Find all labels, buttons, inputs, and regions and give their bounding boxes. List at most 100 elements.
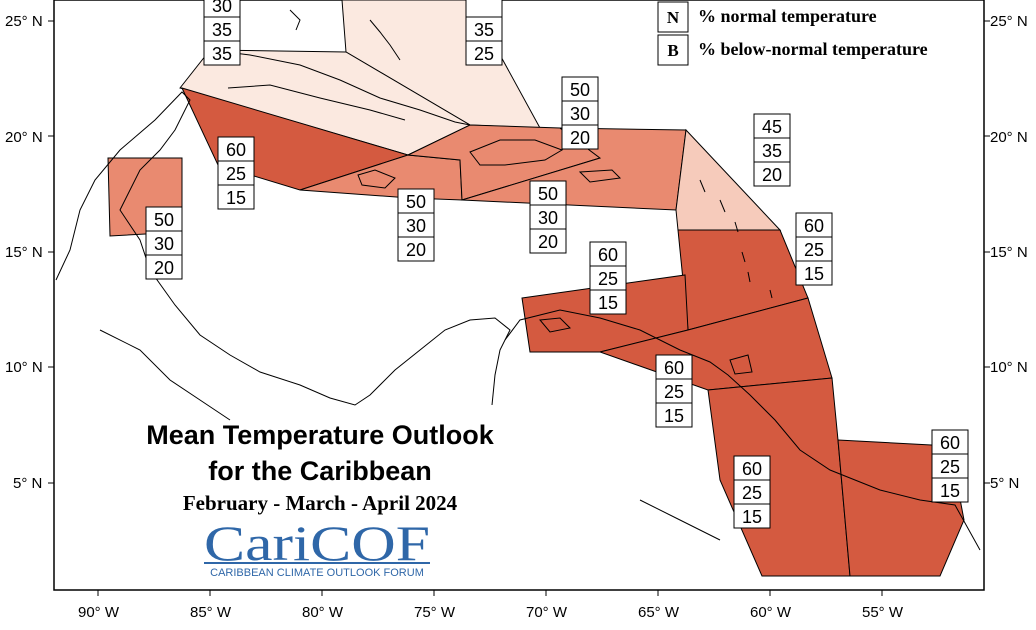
prob-cell	[465, 0, 503, 18]
prob-value: 25	[940, 457, 960, 477]
prob-cell	[561, 100, 599, 126]
legend-label-n: % normal temperature	[698, 6, 877, 26]
prob-box-suriname-and-french-guiana: 60 25 15	[931, 429, 969, 503]
prob-box-cayman-islands: 60 25 15	[217, 136, 255, 210]
prob-cell	[733, 503, 771, 529]
prob-value: 25	[474, 44, 494, 64]
prob-cell	[795, 260, 833, 286]
prob-cell	[203, 16, 241, 42]
prob-value: 25	[598, 269, 618, 289]
prob-cell	[203, 40, 241, 66]
prob-cell	[733, 455, 771, 481]
prob-value: 50	[154, 210, 174, 230]
map-title-line1: Mean Temperature Outlook	[146, 420, 495, 450]
lat-label: 20° N	[5, 129, 43, 146]
prob-cell	[795, 212, 833, 238]
logo-subtitle: CARIBBEAN CLIMATE OUTLOOK FORUM	[210, 567, 424, 579]
lon-labels: 90° W 85° W 80° W 75° W 70° W 65° W 60° …	[78, 604, 904, 621]
prob-value: 20	[762, 165, 782, 185]
prob-box-belize: 50 30 20	[145, 206, 183, 280]
legend-key-b: B	[667, 41, 678, 60]
prob-box-hispaniola: 50 30 20	[561, 76, 599, 150]
prob-cell	[397, 188, 435, 214]
lat-label: 10° N	[5, 359, 43, 376]
prob-value: 60	[226, 140, 246, 160]
prob-cell	[529, 180, 567, 206]
prob-value: 30	[538, 208, 558, 228]
map-subtitle: February - March - April 2024	[183, 491, 458, 515]
prob-cell	[655, 402, 693, 428]
lat-label: 25° N	[990, 13, 1028, 30]
prob-cell	[753, 113, 791, 139]
prob-value: 45	[762, 117, 782, 137]
prob-value: 60	[664, 358, 684, 378]
lat-label: 15° N	[5, 244, 43, 261]
prob-cell	[931, 477, 969, 503]
prob-cell	[397, 212, 435, 238]
prob-value: 25	[742, 483, 762, 503]
prob-cell	[397, 236, 435, 262]
prob-cell	[145, 230, 183, 256]
prob-cell	[733, 479, 771, 505]
lat-label: 10° N	[990, 359, 1028, 376]
prob-value: 15	[598, 293, 618, 313]
legend-label-b: % below-normal temperature	[698, 39, 928, 59]
prob-cell	[589, 241, 627, 267]
prob-cell	[655, 378, 693, 404]
prob-value: 25	[664, 382, 684, 402]
prob-value: 35	[762, 141, 782, 161]
prob-value: 20	[406, 240, 426, 260]
lat-label: 20° N	[990, 129, 1028, 146]
lon-label: 90° W	[78, 604, 120, 621]
prob-cell	[145, 206, 183, 232]
lon-label: 85° W	[190, 604, 232, 621]
lon-label: 60° W	[750, 604, 792, 621]
prob-value: 50	[538, 184, 558, 204]
prob-value: 15	[742, 507, 762, 527]
prob-cell	[217, 184, 255, 210]
prob-box-leeward-islands: 45 35 20	[753, 113, 791, 187]
prob-cell	[465, 16, 503, 42]
ticks	[48, 20, 990, 596]
lon-label: 55° W	[862, 604, 904, 621]
prob-cell	[529, 204, 567, 230]
lon-label: 80° W	[302, 604, 344, 621]
prob-value: 35	[212, 20, 232, 40]
prob-value: 60	[598, 245, 618, 265]
lat-label: 5° N	[13, 475, 42, 492]
prob-box-jamaica: 50 30 20	[397, 188, 435, 262]
map-title-line2: for the Caribbean	[208, 456, 432, 486]
caricof-logo: CariCOF CARIBBEAN CLIMATE OUTLOOK FORUM	[204, 515, 430, 579]
prob-cell	[931, 429, 969, 455]
prob-value: 30	[154, 234, 174, 254]
prob-box-cuba: 30 35 35	[203, 0, 241, 66]
prob-cell	[753, 137, 791, 163]
prob-box-windward-islands: 60 25 15	[795, 212, 833, 286]
prob-value: 60	[940, 433, 960, 453]
region-puerto-rico	[461, 127, 687, 211]
prob-value: 15	[664, 406, 684, 426]
prob-value: 60	[804, 216, 824, 236]
prob-cell	[753, 161, 791, 187]
prob-box-abc-islands: 60 25 15	[589, 241, 627, 315]
prob-value: 25	[804, 240, 824, 260]
prob-value: 15	[226, 188, 246, 208]
prob-value: 15	[940, 481, 960, 501]
lon-label: 70° W	[526, 604, 568, 621]
lat-label: 5° N	[990, 475, 1019, 492]
prob-box-guyana: 60 25 15	[733, 455, 771, 529]
legend: N % normal temperature B % below-normal …	[657, 1, 928, 66]
prob-value: 25	[226, 164, 246, 184]
lat-labels-left: 25° N 20° N 15° N 10° N 5° N	[5, 13, 43, 492]
lon-label: 65° W	[638, 604, 680, 621]
prob-cell	[561, 76, 599, 102]
logo-text: CariCOF	[204, 515, 430, 571]
prob-cell	[145, 254, 183, 280]
prob-cell	[589, 265, 627, 291]
prob-value: 20	[538, 232, 558, 252]
prob-value: 50	[570, 80, 590, 100]
prob-value: 35	[212, 44, 232, 64]
prob-cell	[529, 228, 567, 254]
legend-key-n: N	[667, 8, 680, 27]
